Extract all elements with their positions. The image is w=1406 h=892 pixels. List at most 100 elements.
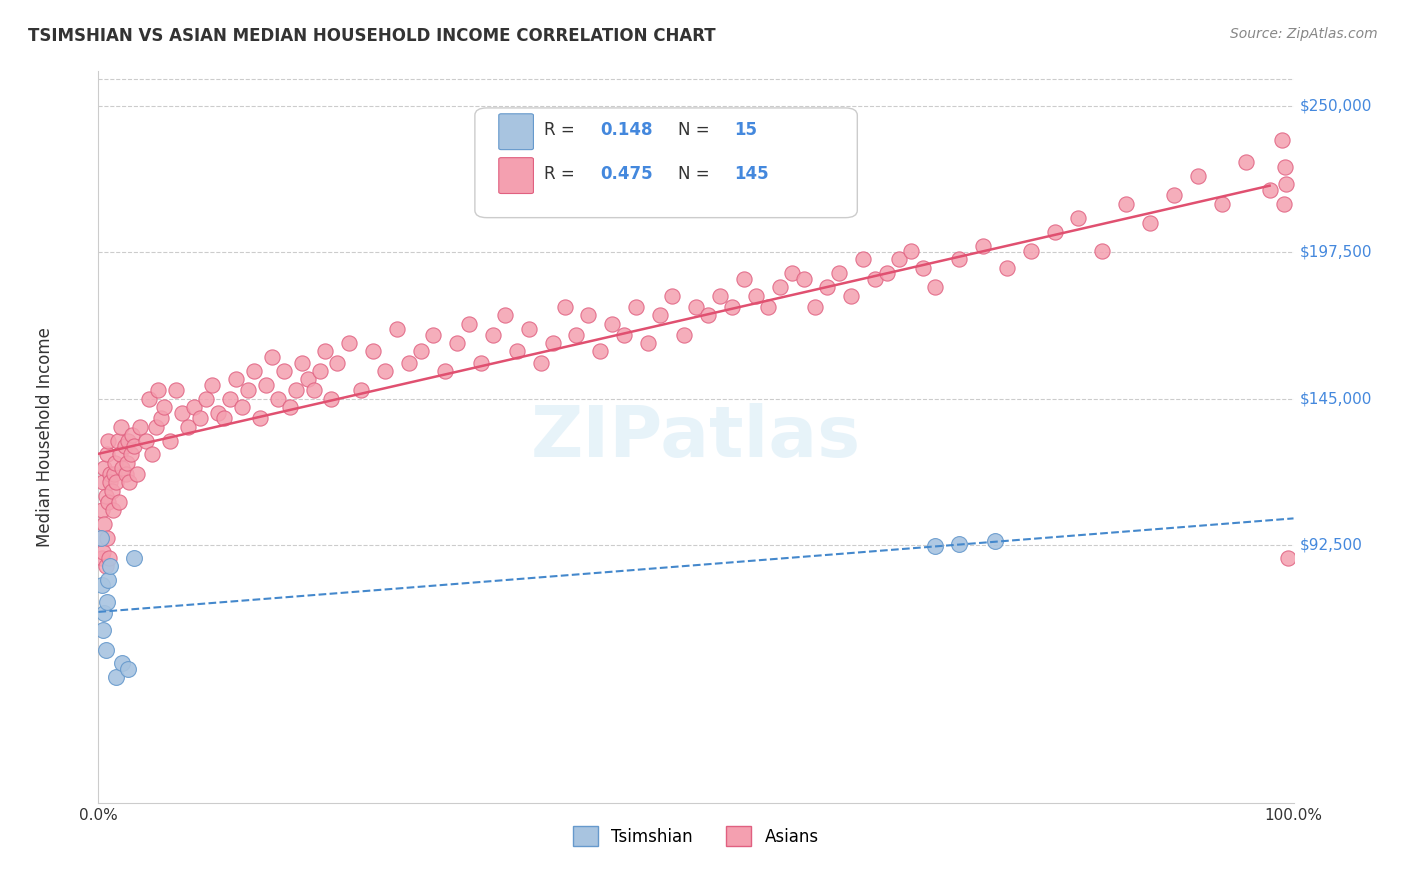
Point — [972, 238, 994, 252]
Point — [578, 308, 600, 322]
Point — [302, 384, 325, 398]
Point — [948, 252, 970, 267]
Point — [889, 252, 911, 267]
Point — [565, 327, 588, 342]
Point — [94, 642, 117, 657]
Point — [100, 483, 122, 498]
Point — [278, 400, 301, 414]
Point — [900, 244, 922, 258]
Point — [374, 364, 396, 378]
Point — [97, 573, 120, 587]
Point — [865, 272, 887, 286]
Point — [107, 495, 129, 509]
Point — [148, 384, 170, 398]
Point — [188, 411, 211, 425]
Point — [506, 344, 529, 359]
Point — [145, 419, 167, 434]
Point — [1091, 244, 1114, 258]
Point — [97, 495, 120, 509]
Point — [541, 336, 564, 351]
Point — [1115, 196, 1137, 211]
Point — [91, 475, 114, 490]
Point — [267, 392, 290, 406]
Point — [841, 288, 863, 302]
Point — [207, 406, 229, 420]
Point — [93, 517, 115, 532]
Text: ZIPatlas: ZIPatlas — [531, 402, 860, 472]
Point — [98, 558, 122, 573]
Point — [948, 536, 970, 550]
Point — [115, 456, 138, 470]
Text: Median Household Income: Median Household Income — [35, 327, 53, 547]
Point — [768, 280, 790, 294]
Point — [231, 400, 253, 414]
Point — [121, 428, 143, 442]
Point — [110, 419, 132, 434]
Point — [273, 364, 295, 378]
Point — [96, 448, 118, 462]
Point — [852, 252, 875, 267]
Point — [1187, 169, 1209, 183]
Point — [434, 364, 457, 378]
Text: 0.148: 0.148 — [600, 121, 652, 139]
Point — [446, 336, 468, 351]
Text: 0.475: 0.475 — [600, 165, 652, 183]
Point — [363, 344, 385, 359]
Point — [385, 322, 409, 336]
Point — [494, 308, 516, 322]
Point — [398, 355, 420, 369]
Point — [648, 308, 672, 322]
Point — [284, 384, 307, 398]
Point — [1274, 161, 1296, 175]
Point — [159, 434, 181, 448]
Point — [315, 344, 337, 359]
Point — [96, 595, 118, 609]
Point — [97, 434, 120, 448]
Point — [780, 266, 803, 280]
Point — [876, 266, 898, 280]
Text: N =: N = — [678, 165, 714, 183]
Point — [124, 439, 146, 453]
Point — [98, 467, 122, 481]
Point — [118, 475, 141, 490]
Point — [1139, 216, 1161, 230]
Point — [756, 300, 779, 314]
Point — [107, 434, 129, 448]
Text: R =: R = — [544, 165, 581, 183]
Point — [745, 288, 768, 302]
Point — [254, 377, 277, 392]
Point — [104, 456, 127, 470]
Point — [94, 558, 117, 573]
Point — [1163, 188, 1185, 202]
Point — [129, 419, 152, 434]
Point — [793, 272, 815, 286]
Point — [260, 350, 283, 364]
Point — [924, 280, 946, 294]
Point — [117, 434, 139, 448]
Point — [108, 448, 131, 462]
Point — [1043, 225, 1066, 239]
FancyBboxPatch shape — [499, 114, 533, 150]
Point — [124, 550, 146, 565]
Point — [1275, 178, 1298, 192]
Point — [828, 266, 851, 280]
Point — [103, 467, 125, 481]
Text: $145,000: $145,000 — [1299, 392, 1372, 406]
Point — [201, 377, 224, 392]
Point — [125, 467, 148, 481]
Point — [93, 607, 115, 621]
Point — [135, 434, 157, 448]
Point — [517, 322, 540, 336]
Point — [530, 355, 553, 369]
Point — [225, 372, 247, 386]
Point — [733, 272, 755, 286]
Point — [105, 670, 128, 684]
Point — [1067, 211, 1090, 225]
FancyBboxPatch shape — [475, 108, 858, 218]
Point — [1211, 196, 1233, 211]
Text: 145: 145 — [734, 165, 769, 183]
Point — [626, 300, 648, 314]
Point — [172, 406, 194, 420]
Point — [721, 300, 744, 314]
Point — [249, 411, 271, 425]
